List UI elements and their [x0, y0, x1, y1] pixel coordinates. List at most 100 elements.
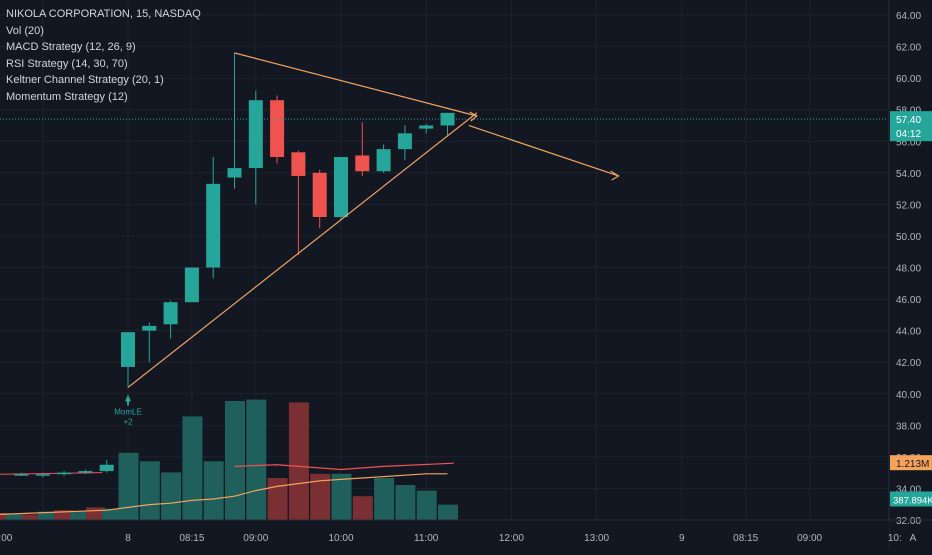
strategy-signal-qty: +2	[123, 417, 133, 426]
volume-bar	[182, 416, 203, 520]
indicator-macd-strategy[interactable]: MACD Strategy (12, 26, 9)	[6, 41, 136, 53]
volume-bar-prev	[70, 511, 90, 520]
price-axis-label: 62.00	[896, 43, 921, 54]
volume-bar	[203, 461, 224, 520]
trendline-arrowhead	[469, 111, 478, 122]
symbol-title[interactable]: NIKOLA CORPORATION, 15, NASDAQ	[6, 8, 201, 20]
candle-body[interactable]	[248, 100, 263, 169]
candle-body[interactable]	[355, 155, 370, 172]
volume-bar-prev	[54, 510, 74, 520]
price-axis-label: 60.00	[896, 74, 921, 85]
time-axis-label: 08:15	[733, 533, 758, 544]
volume-bar	[288, 402, 309, 520]
candle-body[interactable]	[312, 172, 327, 217]
candle-body[interactable]	[291, 152, 306, 176]
volume-ma-badge	[890, 455, 932, 471]
candle-body[interactable]	[397, 133, 412, 150]
prev-day-line	[0, 472, 103, 475]
candle-body[interactable]	[163, 302, 178, 325]
trendline-arrowhead	[610, 170, 620, 181]
price-axis-label: 42.00	[896, 358, 921, 369]
candle-body-prev	[57, 472, 72, 475]
price-axis-label: 52.00	[896, 200, 921, 211]
volume-bar-prev	[6, 514, 26, 520]
volume-bar-prev	[0, 513, 10, 520]
chart-legend: NIKOLA CORPORATION, 15, NASDAQ Vol (20) …	[6, 6, 201, 105]
candle-body[interactable]	[184, 267, 199, 303]
keltner-upper-line	[234, 462, 454, 471]
volume-bar	[395, 485, 416, 520]
indicator-momentum-strategy[interactable]: Momentum Strategy (12)	[6, 90, 128, 103]
volume-last-label: 387.894K	[893, 495, 932, 506]
candle-body[interactable]	[270, 100, 285, 158]
indicator-rsi-strategy[interactable]: RSI Strategy (14, 30, 70)	[6, 57, 128, 70]
price-axis-label: 64.00	[896, 11, 921, 22]
candle-body-prev	[78, 471, 93, 473]
volume-bar	[246, 399, 267, 520]
volume-ma-label: 1.213M	[896, 459, 929, 470]
candle-body-prev	[35, 474, 50, 476]
price-axis-label: 32.00	[896, 516, 921, 527]
price-axis-label: 54.00	[896, 169, 921, 180]
candle-body[interactable]	[206, 183, 221, 268]
time-axis-label: 9	[679, 533, 685, 544]
volume-bar-prev	[102, 508, 122, 520]
candle-body-prev	[99, 464, 114, 472]
price-axis-label: 56.00	[896, 137, 921, 148]
volume-bar	[438, 504, 458, 520]
strategy-signal-arrow	[125, 394, 131, 402]
volume-bar	[267, 478, 288, 520]
time-axis-bg	[0, 520, 889, 550]
candle-body[interactable]	[121, 332, 135, 367]
time-axis-label: 13:00	[0, 533, 13, 544]
strategy-signal-label: MomLE	[114, 407, 142, 416]
price-axis-label: 40.00	[896, 390, 921, 401]
strategy-signal-stem	[127, 400, 129, 406]
price-axis-label: 44.00	[896, 327, 921, 338]
volume-bar	[416, 490, 437, 520]
volume-last-badge	[890, 491, 932, 507]
time-axis-label: 8	[125, 533, 131, 544]
time-axis-label: 13:00	[584, 533, 609, 544]
candle-body[interactable]	[419, 125, 434, 129]
candle-body-prev	[14, 474, 29, 476]
volume-bar	[118, 452, 139, 520]
current-price-label: 57.40	[896, 115, 921, 126]
price-axis-label: 48.00	[896, 264, 921, 275]
volume-bar	[139, 461, 160, 520]
candle-body[interactable]	[376, 149, 391, 172]
time-axis-label: 08:15	[179, 533, 204, 544]
time-axis-label: 10:	[888, 533, 902, 544]
current-price-badge	[890, 111, 932, 142]
candle-body[interactable]	[334, 157, 348, 217]
trendline[interactable]	[127, 112, 478, 388]
time-axis-label: 10:00	[328, 533, 353, 544]
bar-countdown-label: 04:12	[896, 129, 921, 140]
volume-bar	[225, 401, 245, 520]
price-axis-label: 50.00	[896, 232, 921, 243]
price-axis-label: 38.00	[896, 421, 921, 432]
time-axis-label: 09:00	[243, 533, 268, 544]
candle-body[interactable]	[142, 325, 157, 331]
price-axis-label: 46.00	[896, 295, 921, 306]
volume-bar	[352, 496, 373, 520]
volume-bar-prev	[38, 511, 58, 520]
auto-scale-button[interactable]: A	[909, 533, 917, 544]
volume-bar	[161, 472, 182, 520]
trendline[interactable]	[234, 52, 477, 117]
volume-bar	[310, 473, 331, 520]
indicator-volume[interactable]: Vol (20)	[6, 24, 44, 37]
time-axis-label: 09:00	[797, 533, 822, 544]
trendline[interactable]	[468, 124, 619, 177]
indicator-keltner-strategy[interactable]: Keltner Channel Strategy (20, 1)	[6, 74, 164, 86]
candle-body[interactable]	[227, 168, 242, 178]
volume-bar	[374, 478, 395, 520]
volume-bar-prev	[22, 514, 42, 520]
time-axis-label: 12:00	[499, 533, 524, 544]
volume-bar	[331, 473, 352, 520]
time-axis-label: 11:00	[414, 533, 439, 544]
volume-ma-line	[0, 473, 448, 515]
price-axis-label: 34.00	[896, 484, 921, 495]
